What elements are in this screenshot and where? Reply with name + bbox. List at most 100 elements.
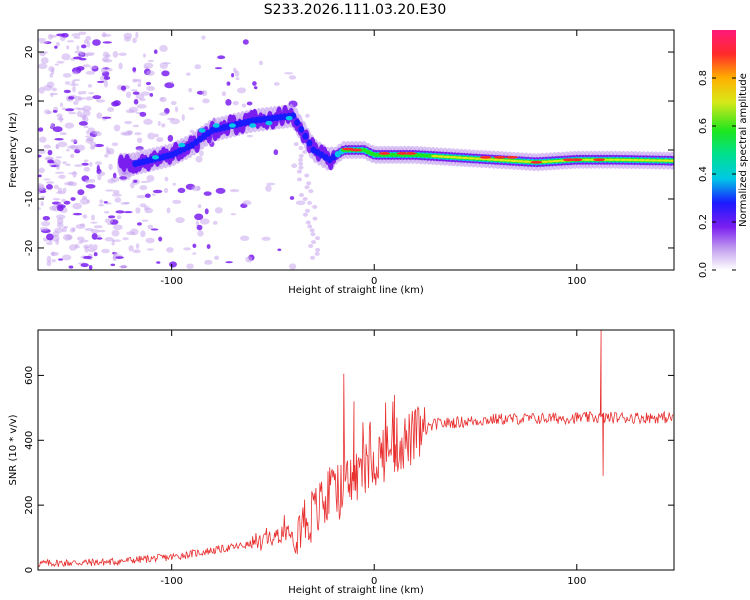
spectrogram-noise-blob <box>196 224 203 231</box>
spectrogram-noise-blob <box>132 91 140 95</box>
spectrogram-noise-blob <box>61 198 66 203</box>
spectrogram-noise-blob <box>204 259 213 265</box>
spectrogram-noise-blob <box>125 109 135 114</box>
spectrogram-noise-blob <box>102 41 112 44</box>
spectrogram-noise-blob <box>253 86 258 90</box>
spectrogram-noise-blob <box>86 130 90 135</box>
spectrogram-noise-blob <box>91 232 98 240</box>
spectrogram-noise-blob <box>83 159 89 163</box>
spectrogram-noise-blob <box>98 203 104 207</box>
spectrogram-noise-blob <box>67 145 77 149</box>
spectrogram-noise-blob <box>111 142 119 147</box>
colorbar-tick-label: 0.0 <box>698 262 709 278</box>
spectrogram-noise-blob <box>144 193 151 198</box>
spectrogram-noise-blob <box>107 107 115 113</box>
spectrogram-x-tick-label: 100 <box>567 276 586 287</box>
spectrogram-plume <box>308 244 314 248</box>
spectrogram-noise-blob <box>108 163 113 170</box>
spectrogram-noise-blob <box>68 96 75 100</box>
spectrogram-noise-blob <box>45 241 53 246</box>
spectrogram-noise-blob <box>195 155 203 163</box>
spectrogram-noise-blob <box>167 117 175 121</box>
spectrogram-noise-blob <box>221 91 227 97</box>
spectrogram-noise-blob <box>140 180 150 184</box>
spectrogram-noise-blob <box>56 163 60 171</box>
spectrogram-noise-blob <box>76 45 80 51</box>
spectrogram-noise-blob <box>128 245 134 252</box>
spectrogram-noise-blob <box>135 93 145 100</box>
spectrogram-noise-blob <box>73 107 82 110</box>
spectrogram-noise-blob <box>39 136 47 143</box>
spectrogram-noise-blob <box>70 153 75 159</box>
spectrogram-plume <box>293 142 299 147</box>
spectrogram-cyan-blob <box>249 123 257 128</box>
spectrogram-ridge-yellow <box>661 159 670 162</box>
spectrogram-y-tick-label: 0 <box>24 147 35 153</box>
spectrogram-ridge-yellow <box>443 155 452 159</box>
spectrogram-noise-blob <box>135 207 141 214</box>
spectrogram-noise-blob <box>104 218 114 224</box>
spectrogram-noise-blob <box>188 87 192 93</box>
spectrogram-ridge-yellow <box>430 154 439 158</box>
spectrogram-noise-blob <box>62 234 72 241</box>
snr-x-label: Height of straight line (km) <box>288 585 424 596</box>
spectrogram-noise-blob <box>56 60 65 64</box>
spectrogram-noise-blob <box>277 248 282 252</box>
spectrogram-noise-blob <box>102 51 109 58</box>
spectrogram-noise-blob <box>43 51 48 54</box>
spectrogram-noise-blob <box>252 81 257 86</box>
spectrogram-plume <box>312 204 318 209</box>
spectrogram-noise-blob <box>89 141 97 149</box>
spectrogram-cyan-blob <box>212 123 220 128</box>
spectrogram-noise-blob <box>154 133 159 138</box>
spectrogram-noise-blob <box>159 44 168 52</box>
spectrogram-noise-blob <box>125 91 132 99</box>
spectrogram-noise-blob <box>153 49 158 54</box>
spectrogram-noise-blob <box>38 37 46 42</box>
spectrogram-noise-blob <box>50 122 55 129</box>
spectrogram-noise-blob <box>62 73 72 78</box>
spectrogram-noise-blob <box>114 256 124 259</box>
spectrogram-noise-blob <box>78 31 87 35</box>
spectrogram-noise-blob <box>202 98 210 104</box>
spectrogram-noise-blob <box>186 72 191 76</box>
spectrogram-noise-blob <box>113 224 123 231</box>
spectrogram-hotspot <box>493 155 506 159</box>
spectrogram-ridge-yellow <box>503 159 512 162</box>
spectrogram-noise-blob <box>126 231 136 236</box>
spectrogram-noise-blob <box>38 174 42 178</box>
spectrogram-noise-blob <box>85 52 95 55</box>
spectrogram-plume <box>307 224 313 229</box>
spectrogram-ridge-yellow <box>625 158 634 162</box>
spectrogram-noise-blob <box>72 202 82 210</box>
spectrogram-noise-blob <box>203 191 212 196</box>
spectrogram-noise-blob <box>39 41 49 44</box>
spectrogram-noise-blob <box>175 217 185 224</box>
spectrogram-noise-blob <box>47 159 54 163</box>
spectrogram-plume <box>302 196 308 201</box>
spectrogram-noise-blob <box>152 189 163 194</box>
spectrogram-noise-blob <box>46 255 52 263</box>
spectrogram-noise-blob <box>265 184 272 192</box>
spectrogram-noise-blob <box>97 173 102 181</box>
spectrogram-noise-blob <box>72 100 79 105</box>
spectrogram-noise-blob <box>85 96 94 101</box>
spectrogram-noise-blob <box>239 235 250 241</box>
spectrogram-noise-blob <box>214 67 223 70</box>
spectrogram-noise-blob <box>150 228 159 231</box>
spectrogram-noise-blob <box>96 80 105 83</box>
spectrogram-noise-blob <box>186 263 194 269</box>
spectrogram-noise-blob <box>142 53 147 58</box>
spectrogram-noise-blob <box>64 182 72 186</box>
spectrogram-noise-blob <box>112 189 120 195</box>
spectrogram-noise-blob <box>86 41 91 48</box>
spectrogram-plume <box>305 208 311 213</box>
spectrogram-noise-blob <box>172 182 177 186</box>
spectrogram-ridge-yellow <box>485 158 494 161</box>
spectrogram-noise-blob <box>105 202 112 205</box>
spectrogram-noise-blob <box>181 114 185 122</box>
spectrogram-plume <box>298 157 304 162</box>
spectrogram-ridge-yellow <box>455 156 464 159</box>
spectrogram-noise-blob <box>242 39 249 45</box>
spectrogram-noise-blob <box>163 62 171 65</box>
